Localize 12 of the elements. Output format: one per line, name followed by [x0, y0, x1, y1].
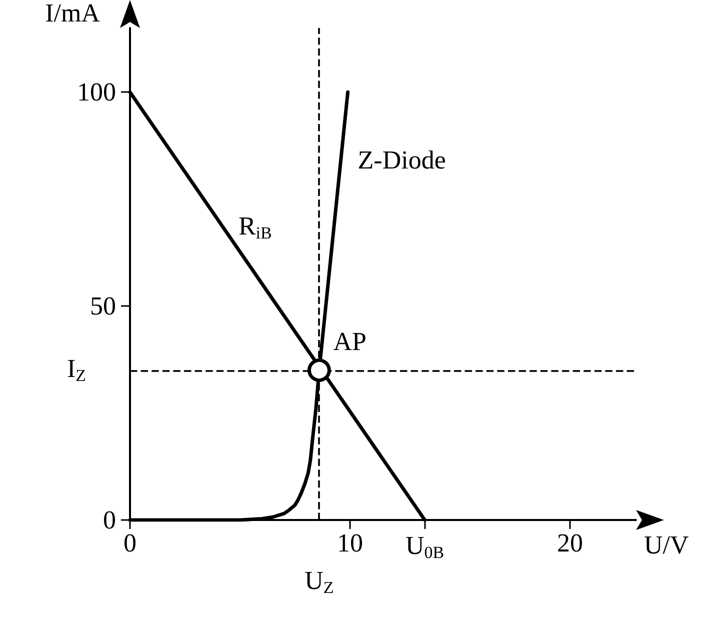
ref-line-label: U$_{Z}$	[304, 566, 334, 598]
y-axis-title: I/mA	[45, 0, 100, 28]
x-tick-label: 0	[124, 528, 136, 558]
x-tick-label: 20	[557, 528, 583, 558]
series-label: Z-Diode	[358, 146, 446, 175]
ref-line-label: I$_{Z}$	[67, 354, 86, 386]
y-tick-label: 100	[77, 78, 116, 107]
y-tick-label: 0	[103, 506, 116, 534]
y-tick-label: 50	[90, 292, 116, 321]
x-tick-label: 10	[337, 528, 363, 558]
x-axis-title: U/V	[644, 530, 689, 560]
annotation: AP	[333, 326, 366, 356]
